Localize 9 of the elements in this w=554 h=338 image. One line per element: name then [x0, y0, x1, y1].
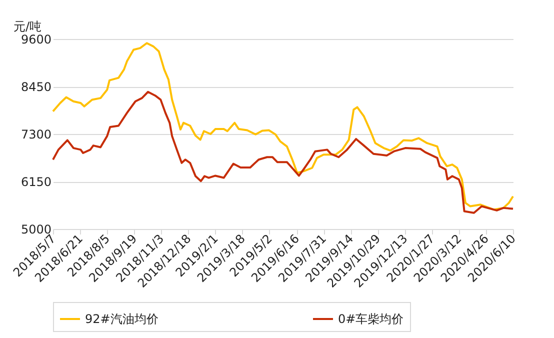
y-tick-label: 7300: [20, 128, 52, 142]
legend-label: 92#汽油均价: [85, 312, 158, 326]
y-tick-label: 8450: [20, 80, 52, 94]
y-tick-label: 9600: [20, 32, 52, 46]
line-series: [52, 42, 514, 211]
legend-label: 0#车柴均价: [338, 312, 404, 326]
y-tick-label: 6150: [20, 175, 52, 189]
y-axis-title: 元/吨: [14, 20, 42, 34]
line-series: [52, 90, 514, 214]
